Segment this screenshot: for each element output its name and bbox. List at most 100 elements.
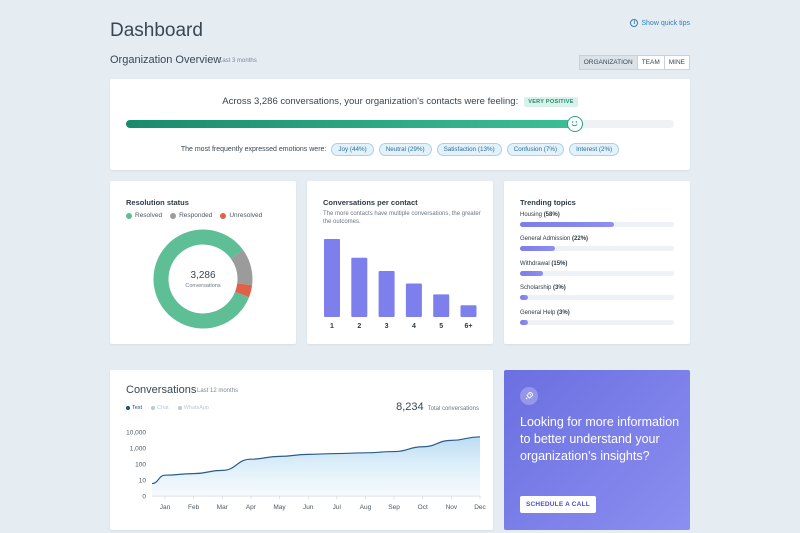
topic-bar bbox=[520, 271, 674, 276]
smiley-face-icon bbox=[567, 116, 584, 132]
bar-category-label: 3 bbox=[385, 323, 389, 330]
sentiment-card: Across 3,286 conversations, your organiz… bbox=[110, 79, 690, 170]
legend-item-whatsapp[interactable]: WhatsApp bbox=[177, 405, 210, 411]
emotion-chip[interactable]: Confusion (7%) bbox=[506, 143, 565, 156]
x-tick-label: Jul bbox=[333, 504, 342, 511]
emotion-chip[interactable]: Joy (44%) bbox=[331, 143, 374, 156]
topic-item: Withdrawal (15%) bbox=[520, 261, 674, 276]
legend-item-chat[interactable]: Chat bbox=[151, 405, 169, 411]
emotion-chip[interactable]: Neutral (29%) bbox=[378, 143, 432, 156]
topic-pct: (15%) bbox=[551, 261, 568, 267]
x-tick-label: Feb bbox=[188, 504, 200, 511]
topic-bar-fill bbox=[520, 295, 528, 300]
topic-bar bbox=[520, 222, 674, 227]
legend-label: Unresolved bbox=[229, 212, 263, 219]
emotions-label: The most frequently expressed emotions w… bbox=[180, 146, 327, 153]
bar bbox=[433, 294, 450, 317]
topic-item: Scholarship (3%) bbox=[520, 285, 674, 300]
y-tick-label: 0 bbox=[142, 494, 146, 501]
scope-mine-button[interactable]: MINE bbox=[663, 56, 689, 69]
cpc-description: The more contacts have multiple conversa… bbox=[323, 211, 481, 225]
legend-label: Text bbox=[132, 405, 143, 411]
topic-bar-fill bbox=[520, 246, 556, 251]
topic-pct: (58%) bbox=[543, 212, 560, 218]
topic-name: Withdrawal bbox=[520, 261, 550, 267]
overview-title: Organization Overview bbox=[110, 54, 222, 66]
info-icon: i bbox=[630, 19, 639, 27]
rocket-icon bbox=[520, 387, 538, 405]
x-tick-label: Mar bbox=[217, 504, 229, 511]
scope-organization-button[interactable]: ORGANIZATION bbox=[579, 56, 637, 69]
x-tick-label: Jan bbox=[160, 504, 171, 511]
legend-dot bbox=[170, 212, 177, 219]
conversations-legend: Text Chat WhatsApp bbox=[126, 405, 209, 411]
legend-item-text[interactable]: Text bbox=[126, 405, 142, 411]
y-tick-label: 10 bbox=[139, 478, 147, 485]
sentiment-badge: VERY POSITIVE bbox=[524, 96, 578, 107]
sentiment-meter-fill bbox=[126, 120, 576, 128]
topic-name: Scholarship bbox=[520, 285, 552, 291]
legend-dot bbox=[151, 406, 156, 410]
resolution-legend: Resolved Responded Unresolved bbox=[126, 212, 262, 219]
bar bbox=[324, 239, 340, 317]
emotion-chip[interactable]: Satisfaction (13%) bbox=[436, 143, 502, 156]
page-title: Dashboard bbox=[110, 20, 203, 41]
trending-topics-card: Trending topics Housing (58%) General Ad… bbox=[504, 181, 690, 344]
overview-period: Last 3 months bbox=[219, 58, 257, 64]
topic-bar-fill bbox=[520, 320, 528, 325]
total-conversations-label: Total conversations bbox=[427, 406, 479, 412]
conversations-period: Last 12 months bbox=[197, 388, 239, 394]
bar-category-label: 4 bbox=[412, 323, 416, 330]
legend-dot bbox=[126, 212, 132, 219]
resolution-status-card: Resolution status Resolved Responded Unr… bbox=[110, 181, 296, 344]
legend-dot bbox=[177, 406, 182, 410]
quick-tips-label: Show quick tips bbox=[641, 19, 690, 27]
bar-category-label: 2 bbox=[357, 323, 361, 330]
sentiment-summary-row: Across 3,286 conversations, your organiz… bbox=[110, 96, 690, 107]
topic-item: Housing (58%) bbox=[520, 212, 674, 227]
scope-toggle: ORGANIZATION TEAM MINE bbox=[578, 55, 690, 70]
conversations-per-contact-chart: 1 2 3 4 5 6+ bbox=[324, 239, 477, 330]
sentiment-meter bbox=[126, 116, 674, 132]
donut-slice-unresolved bbox=[234, 283, 253, 298]
legend-label: WhatsApp bbox=[183, 405, 210, 411]
emotions-row: The most frequently expressed emotions w… bbox=[110, 143, 690, 156]
conversations-per-contact-card: 1 2 3 4 5 6+ Conversations per contact The mo… bbox=[307, 181, 493, 344]
sentiment-summary: Across 3,286 conversations, your organiz… bbox=[222, 96, 519, 107]
legend-item-responded: Responded bbox=[170, 212, 212, 219]
conversations-total: 8,234 Total conversations bbox=[396, 401, 479, 413]
bar bbox=[351, 257, 368, 317]
bar bbox=[378, 270, 395, 317]
x-tick-label: Jun bbox=[303, 504, 314, 511]
donut-slice-responded bbox=[230, 249, 253, 286]
topic-pct: (3%) bbox=[553, 285, 566, 291]
bar-category-label: 1 bbox=[330, 323, 334, 330]
topic-bar-fill bbox=[520, 222, 614, 227]
conversations-title: Conversations bbox=[126, 384, 197, 396]
x-tick-label: May bbox=[273, 504, 286, 511]
x-tick-label: Sep bbox=[388, 504, 400, 511]
y-tick-label: 100 bbox=[135, 462, 146, 469]
bar-category-label: 6+ bbox=[465, 323, 473, 330]
topic-pct: (22%) bbox=[572, 236, 589, 242]
trending-title: Trending topics bbox=[520, 198, 576, 207]
topic-pct: (3%) bbox=[557, 310, 570, 316]
topic-name: General Admission bbox=[520, 236, 571, 242]
schedule-call-button[interactable]: SCHEDULE A CALL bbox=[520, 496, 596, 513]
topic-label: Housing (58%) bbox=[520, 212, 674, 218]
cpc-title: Conversations per contact bbox=[323, 198, 418, 207]
conversations-card: 10,000 1,000 100 10 0 Jan Feb Mar Apr May Jun Jul Au… bbox=[110, 370, 493, 530]
topic-name: Housing bbox=[520, 212, 543, 218]
topic-label: General Admission (22%) bbox=[520, 236, 674, 242]
x-tick-label: Apr bbox=[246, 504, 257, 511]
quick-tips-link[interactable]: i Show quick tips bbox=[630, 19, 690, 27]
topic-label: General Help (3%) bbox=[520, 310, 674, 316]
topic-label: Withdrawal (15%) bbox=[520, 261, 674, 267]
x-tick-label: Dec bbox=[474, 504, 486, 511]
emotion-chip[interactable]: Interest (2%) bbox=[569, 143, 620, 156]
topic-name: General Help bbox=[520, 310, 556, 316]
bar bbox=[460, 305, 477, 317]
topic-bar-fill bbox=[520, 271, 544, 276]
scope-team-button[interactable]: TEAM bbox=[636, 56, 664, 69]
